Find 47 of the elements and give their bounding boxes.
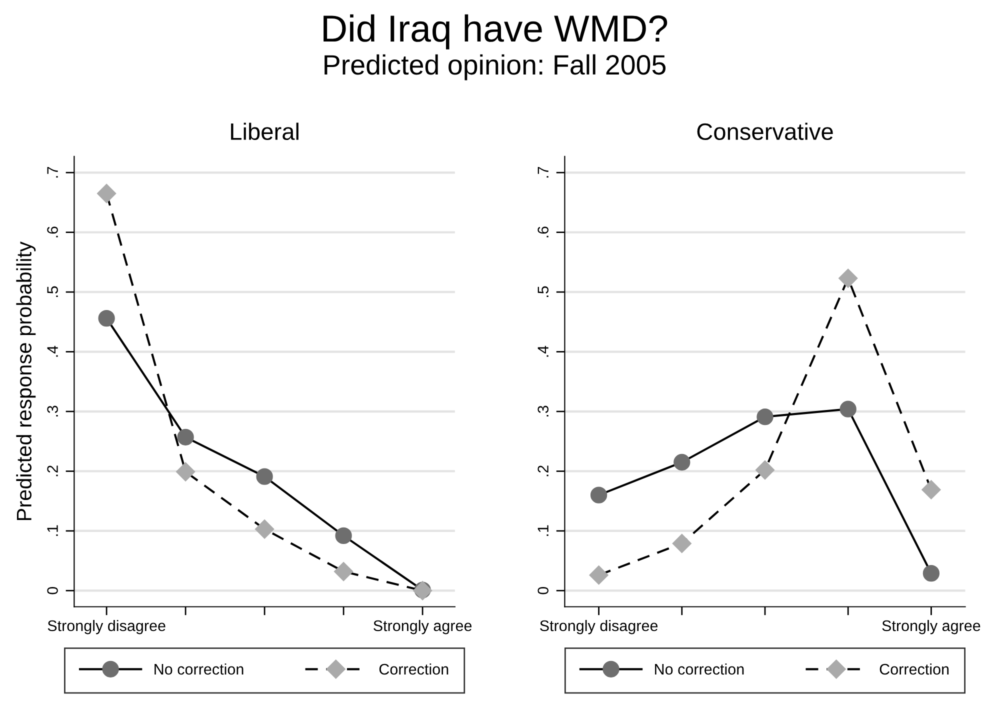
- point: [176, 462, 196, 482]
- point: [334, 562, 354, 582]
- point: [922, 564, 940, 582]
- x-tick-label: Strongly agree: [882, 620, 980, 634]
- point: [97, 184, 116, 204]
- y-tick-label: .7: [47, 166, 58, 178]
- point: [840, 400, 856, 418]
- y-tick-label: 0: [538, 586, 549, 594]
- point: [98, 310, 115, 327]
- x-tick-label: Strongly disagree: [540, 620, 658, 634]
- chart-title: Liberal: [231, 122, 298, 140]
- point: [756, 408, 774, 426]
- point: [590, 486, 608, 504]
- y-tick-label: .3: [538, 406, 549, 416]
- y-tick-label: .7: [538, 166, 548, 178]
- point: [672, 534, 692, 553]
- y-tick-label: .5: [538, 286, 549, 298]
- y-tick-label: .6: [47, 226, 58, 238]
- x-tick-label: Strongly agree: [374, 620, 472, 634]
- y-tick-label: .2: [47, 466, 58, 476]
- y-axis-title: Predicted response probability: [16, 242, 36, 520]
- legend-label: Correction: [880, 663, 949, 675]
- y-tick-label: .6: [538, 226, 549, 238]
- y-tick-label: 0: [47, 586, 58, 594]
- y-tick-label: .1: [538, 525, 548, 536]
- point: [255, 520, 274, 539]
- legend-label: Correction: [379, 663, 448, 675]
- point: [589, 566, 608, 585]
- legend-label: No correction: [655, 663, 744, 675]
- y-tick-label: .3: [47, 406, 58, 416]
- y-tick-label: .4: [538, 346, 548, 357]
- legend-label: No correction: [154, 663, 244, 675]
- point: [838, 268, 858, 288]
- y-tick-label: .5: [47, 286, 58, 298]
- y-tick-label: .4: [47, 346, 58, 357]
- point: [256, 468, 273, 485]
- text: Predicted opinion: Fall 2005: [324, 54, 666, 80]
- point: [674, 454, 690, 471]
- y-tick-label: .2: [538, 466, 548, 476]
- point: [335, 527, 352, 544]
- point: [177, 428, 194, 446]
- point: [755, 460, 775, 480]
- point: [922, 480, 941, 500]
- chart-title: Conservative: [697, 122, 833, 140]
- x-tick-label: Strongly disagree: [48, 620, 166, 634]
- y-tick-label: .1: [47, 525, 58, 536]
- text: Did Iraq have WMD?: [324, 14, 668, 50]
